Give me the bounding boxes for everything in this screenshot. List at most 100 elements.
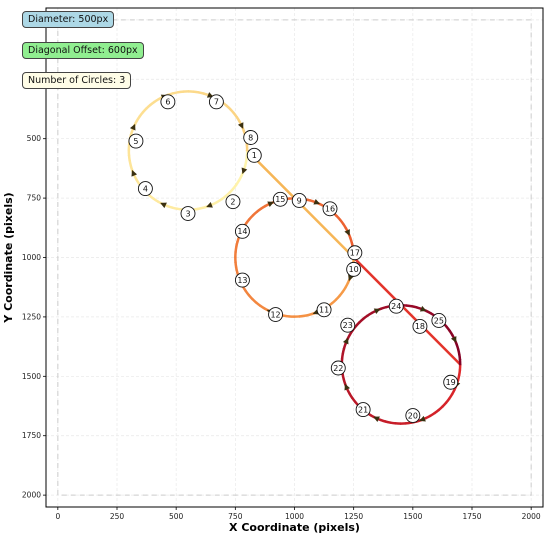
point-label: 16 (325, 205, 335, 214)
y-tick-label: 2000 (22, 491, 41, 500)
x-axis-ticks: 0 250 500 750 1000 1250 1500 1750 2000 (55, 507, 541, 521)
x-tick-label: 500 (169, 512, 184, 521)
circle-arc-segment (225, 104, 232, 111)
circle-arc-segment (235, 241, 239, 248)
circle-arc-segment (228, 107, 235, 114)
circle-arc-segment (234, 261, 238, 268)
circle-arc-segment (424, 414, 432, 420)
circle-arc-segment (433, 408, 440, 415)
circle-arc-segment (145, 103, 152, 110)
point-marker (443, 374, 459, 390)
point-label: 2 (230, 197, 235, 206)
circle-arc-segment (362, 314, 369, 321)
direction-arrow (373, 308, 381, 314)
y-tick-label: 750 (27, 194, 42, 203)
circle-arc-segment (406, 304, 413, 308)
point-label: 20 (408, 411, 418, 420)
circle-arc-segment (232, 111, 238, 118)
x-tick-label: 1000 (285, 512, 304, 521)
x-tick-label: 1750 (462, 512, 481, 521)
point-label: 10 (349, 265, 359, 274)
direction-arrow (129, 123, 136, 131)
circle-arc-segment (341, 222, 348, 230)
direction-arrow (344, 383, 351, 391)
point-marker (355, 402, 371, 418)
point-marker (405, 408, 421, 423)
circle-arc-segment (338, 290, 344, 297)
point-label: 6 (165, 98, 170, 107)
direction-arrow (160, 202, 167, 209)
circle-arc-segment (341, 286, 347, 293)
circle-arc-segment (303, 313, 311, 318)
circle-arc-segment (234, 266, 239, 274)
direction-arrow (419, 305, 427, 312)
circle-arc-segment (341, 348, 346, 355)
circle-arc-segment (148, 194, 155, 201)
direction-arrow (344, 229, 350, 236)
circle-arc-segment (153, 97, 160, 104)
point-label: 3 (185, 209, 190, 218)
circle-arc-segment (344, 281, 350, 289)
point-label: 22 (333, 364, 343, 373)
circle-arc-segment (450, 388, 456, 396)
point-marker (347, 245, 363, 261)
direction-arrow (313, 199, 321, 205)
circle-arc-segment (354, 321, 361, 328)
circle-arc-segment (255, 301, 262, 307)
circle-arc-segment (177, 90, 184, 94)
point-label: 8 (248, 133, 253, 142)
circle-arc-segment (384, 420, 391, 424)
circle-arc-segment (348, 392, 354, 400)
circle-arc-segment (405, 421, 412, 425)
circle-arc-segment (429, 411, 436, 418)
circle-arc-segment (441, 401, 448, 408)
point-label: 19 (446, 378, 456, 387)
circle-arc-segment (455, 343, 460, 351)
circle-arc-segment (345, 388, 351, 395)
circle-arc-segment (458, 353, 462, 361)
x-axis-title: X Coordinate (pixels) (229, 521, 360, 534)
point-label: 12 (270, 310, 280, 319)
circle-arc-segment (380, 305, 387, 311)
circle-arc-segment (234, 246, 238, 253)
point-marker (322, 201, 338, 217)
point-label: 15 (275, 195, 285, 204)
circle-arc-segment (251, 297, 258, 304)
point-marker (234, 272, 250, 288)
x-tick-label: 1250 (344, 512, 363, 521)
circle-arc-segment (379, 418, 387, 423)
circle-arc-segment (132, 174, 138, 181)
circle-arc-segment (197, 206, 204, 211)
circle-arc-segment (444, 397, 451, 404)
y-tick-label: 1250 (22, 312, 41, 321)
point-label: 9 (297, 196, 302, 205)
point-label: 18 (415, 322, 425, 331)
point-label: 7 (214, 98, 219, 107)
circle-arc-segment (231, 183, 238, 191)
point-marker (243, 130, 259, 145)
circle-arc-segment (244, 155, 249, 162)
point-marker (388, 298, 404, 314)
diameter-badge: Diameter: 500px (22, 11, 115, 28)
point-label: 13 (237, 276, 247, 285)
circle-arc-segment (456, 348, 461, 356)
circle-arc-segment (172, 90, 179, 95)
circle-arc-segment (135, 115, 142, 122)
circle-arc-segment (457, 369, 462, 376)
circle-arc-segment (425, 309, 432, 315)
circle-arc-segment (341, 373, 346, 381)
y-tick-label: 1000 (22, 253, 41, 262)
circle-arc-segment (251, 210, 258, 217)
circle-arc-segment (138, 111, 145, 118)
point-label: 1 (252, 151, 257, 160)
circle-arc-segment (437, 405, 444, 412)
connector-line (352, 256, 462, 366)
circle-arc-segment (348, 236, 354, 244)
circle-arc-segment (149, 100, 156, 107)
circle-arc-segment (456, 374, 461, 381)
circle-arc-segment (366, 311, 373, 317)
circle-arc-segment (129, 129, 134, 136)
direction-arrow (131, 169, 138, 177)
circle-arc-segment (448, 329, 454, 337)
